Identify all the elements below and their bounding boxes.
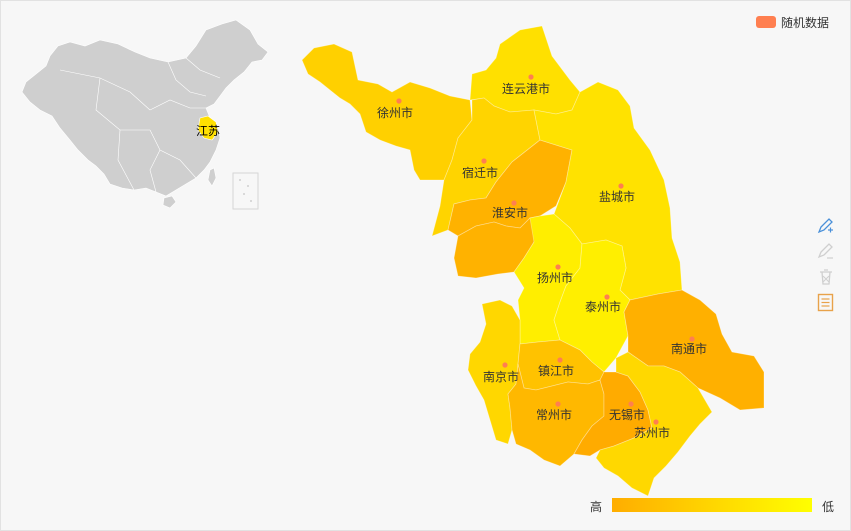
inset-province-lines: [59, 57, 221, 193]
svg-text:苏州市: 苏州市: [634, 425, 670, 440]
region-suzhou[interactable]: [595, 351, 713, 497]
svg-text:宿迁市: 宿迁市: [462, 165, 498, 180]
marker-yancheng[interactable]: 盐城市: [599, 183, 635, 204]
marker-suzhou[interactable]: 苏州市: [634, 419, 670, 440]
marker-lianyungang[interactable]: 连云港市: [502, 74, 550, 96]
inset-jiangsu-label: 江苏: [196, 124, 220, 138]
hainan-island[interactable]: [162, 195, 177, 209]
marker-wuxi[interactable]: 无锡市: [609, 401, 645, 422]
marker-zhenjiang[interactable]: 镇江市: [538, 357, 574, 378]
marker-nanjing[interactable]: 南京市: [483, 362, 519, 384]
data-view-icon[interactable]: [817, 293, 834, 312]
svg-text:连云港市: 连云港市: [502, 81, 550, 96]
svg-text:镇江市: 镇江市: [538, 363, 574, 378]
south-sea-islands-box: [232, 172, 259, 210]
marker-suqian[interactable]: 宿迁市: [462, 158, 498, 180]
city-markers: 徐州市 连云港市 宿迁市 淮安市 盐城市 扬州市 泰州市 南通市 南京市 镇江市…: [377, 74, 707, 440]
taiwan-island[interactable]: [207, 167, 217, 187]
svg-text:南通市: 南通市: [671, 341, 707, 356]
toolbox: [817, 218, 834, 312]
region-nanjing[interactable]: [467, 299, 521, 445]
marker-huaian[interactable]: 淮安市: [492, 200, 528, 220]
legend-label: 随机数据: [781, 15, 830, 30]
region-taizhou[interactable]: [553, 239, 631, 373]
mark-clear-icon[interactable]: [820, 269, 832, 285]
south-sea-islands: [239, 179, 252, 202]
svg-text:无锡市: 无锡市: [609, 407, 645, 422]
marker-taizhou[interactable]: 泰州市: [585, 294, 621, 314]
svg-text:淮安市: 淮安市: [492, 205, 528, 220]
svg-text:泰州市: 泰州市: [585, 299, 621, 314]
svg-text:南京市: 南京市: [483, 369, 519, 384]
svg-text:常州市: 常州市: [536, 407, 572, 422]
visual-map-low-label: 低: [822, 500, 835, 514]
mark-icon[interactable]: [817, 218, 833, 234]
marker-xuzhou[interactable]: 徐州市: [377, 98, 413, 120]
marker-nantong[interactable]: 南通市: [671, 336, 707, 356]
jiangsu-regions: [301, 25, 765, 497]
legend-item-random-data[interactable]: 随机数据: [756, 13, 829, 31]
marker-changzhou[interactable]: 常州市: [536, 401, 572, 422]
svg-text:盐城市: 盐城市: [599, 189, 635, 204]
svg-text:扬州市: 扬州市: [537, 270, 573, 285]
visual-map-gradient[interactable]: [612, 498, 812, 512]
legend-swatch: [756, 16, 776, 28]
svg-text:徐州市: 徐州市: [377, 105, 413, 120]
inset-jiangsu-highlight[interactable]: [197, 115, 219, 141]
china-inset-map: 江苏: [21, 19, 269, 210]
marker-yangzhou[interactable]: 扬州市: [537, 264, 573, 285]
visual-map-high-label: 高: [590, 500, 603, 514]
mark-undo-icon[interactable]: [817, 243, 833, 259]
china-outline[interactable]: [21, 19, 269, 197]
